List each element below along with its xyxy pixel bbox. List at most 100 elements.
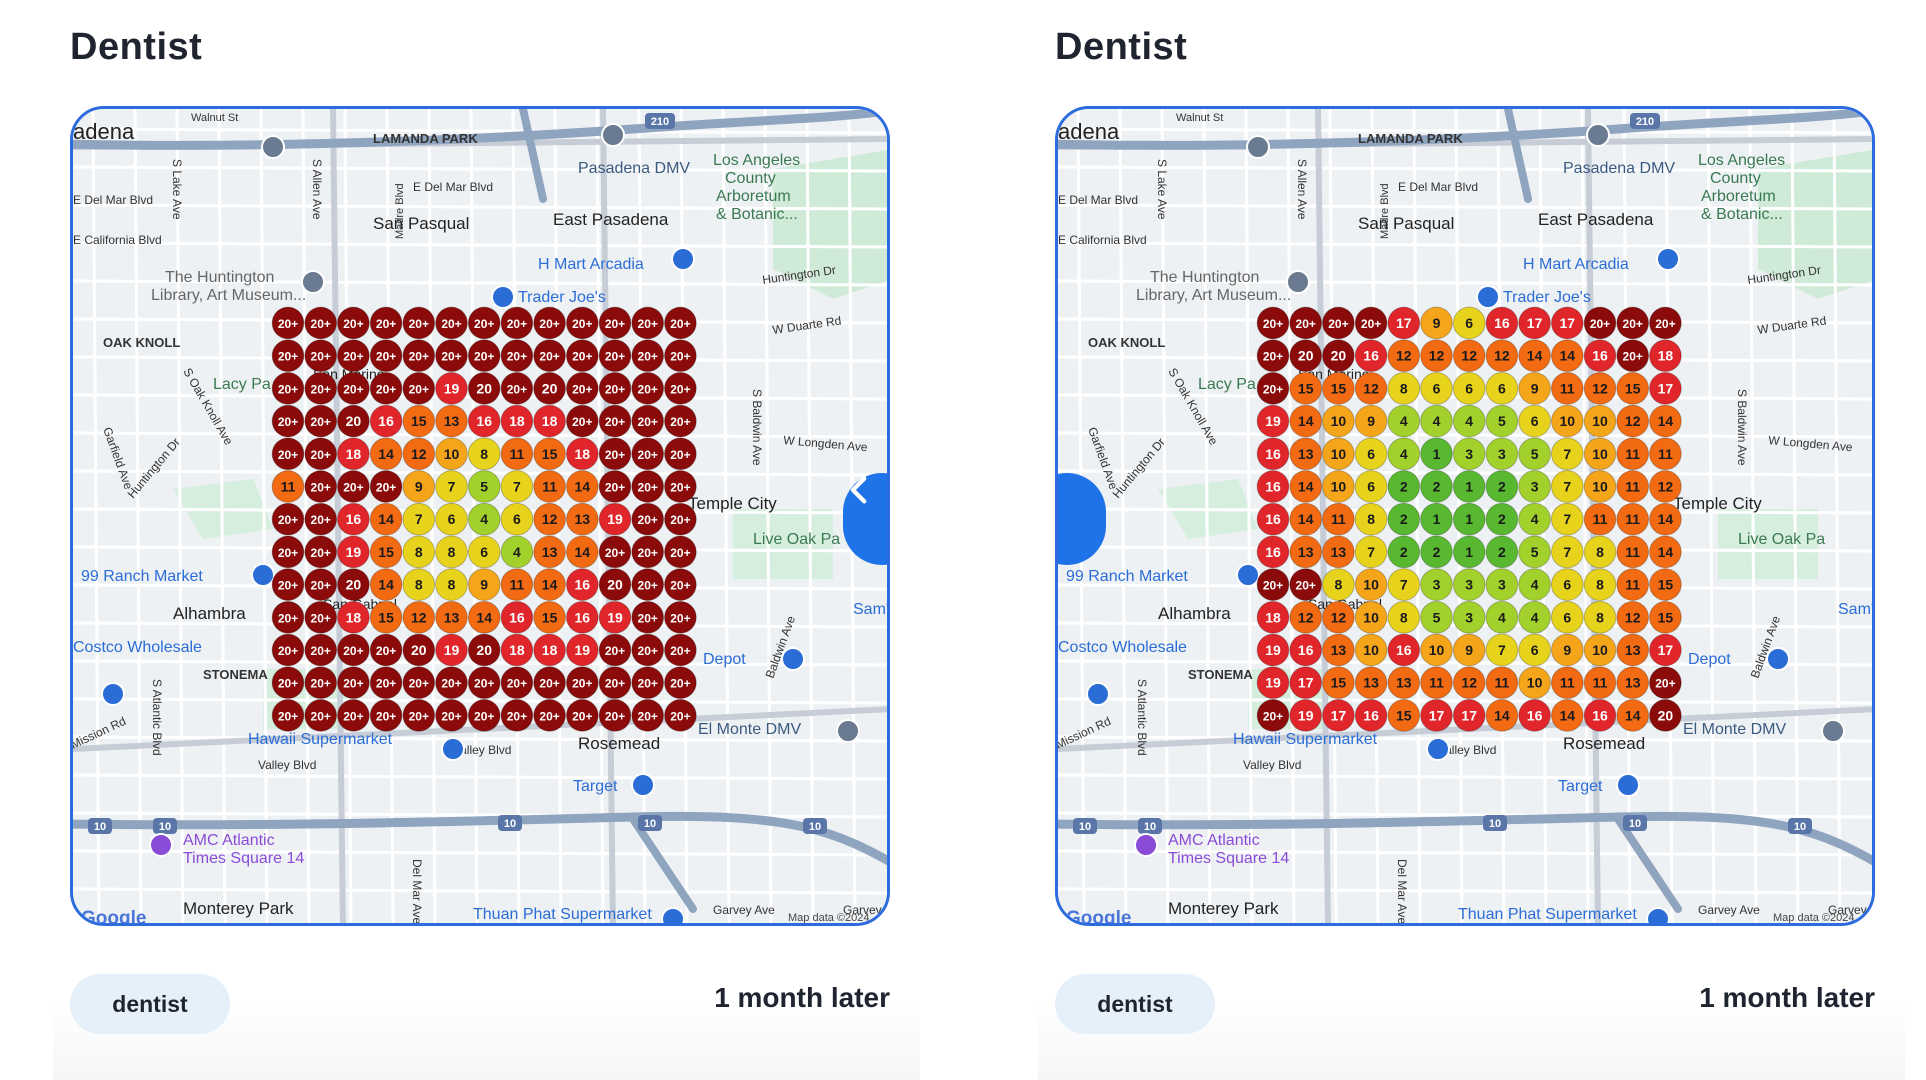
rank-pin-label: 4 <box>1400 413 1408 429</box>
rank-pin: 15 <box>369 600 403 634</box>
rank-pin-circle <box>500 470 534 503</box>
rank-pin-label: 14 <box>1298 413 1314 429</box>
rank-pin-label: 20+ <box>278 382 298 396</box>
keyword-chip[interactable]: dentist <box>1055 974 1215 1034</box>
rank-pin-circle <box>1289 633 1323 667</box>
rank-pin-circle <box>1256 699 1290 732</box>
rank-pin-label: 20+ <box>638 317 658 331</box>
rank-pin-circle <box>664 437 697 471</box>
rank-pin-circle <box>1649 339 1682 373</box>
rank-pin-label: 3 <box>1498 446 1506 462</box>
rank-pin-label: 20+ <box>376 382 396 396</box>
rank-pin-circle <box>1649 502 1682 536</box>
rank-pin: 20+ <box>664 600 697 634</box>
rank-pin-circle <box>467 404 501 438</box>
rank-pin-label: 11 <box>1429 675 1444 691</box>
map-label: Live Oak Pa <box>753 531 840 548</box>
map-label: Hawaii Supermarket <box>248 731 393 748</box>
rank-pin-label: 20+ <box>1263 709 1283 723</box>
keyword-chip[interactable]: dentist <box>70 974 230 1034</box>
rank-pin-circle <box>402 306 436 340</box>
rank-pin-label: 20+ <box>311 350 331 364</box>
rank-pin: 14 <box>1550 339 1584 373</box>
rank-pin-label: 20+ <box>278 513 298 527</box>
rank-pin: 6 <box>1550 568 1584 601</box>
rank-pin-label: 20+ <box>670 579 690 593</box>
rank-pin-circle <box>664 372 697 405</box>
rank-pin: 20+ <box>271 502 305 536</box>
rank-pin: 7 <box>1387 568 1421 601</box>
rank-pin-circle <box>304 339 338 373</box>
rank-pin-circle <box>598 404 632 438</box>
collapse-toggle-button[interactable] <box>843 473 887 565</box>
rank-pin-circle <box>1518 502 1551 536</box>
rank-pin-circle <box>1485 699 1519 732</box>
route-shield <box>1073 818 1097 834</box>
rank-pin: 20 <box>533 372 566 405</box>
rank-pin-circle <box>337 666 370 700</box>
rank-pin-circle <box>1289 502 1323 536</box>
rank-pin: 14 <box>1289 470 1323 503</box>
rank-pin: 10 <box>1354 633 1388 667</box>
rank-pin: 15 <box>1322 666 1355 700</box>
rank-pin-label: 7 <box>513 479 521 495</box>
map-view[interactable]: 10 10 10 10 10 210 Walnut St adena LAMANDA PARK P… <box>1055 106 1875 926</box>
rank-pin: 2 <box>1485 470 1519 503</box>
rank-pin-circle <box>1485 306 1519 340</box>
rank-pin-label: 11 <box>1560 675 1575 691</box>
map-label: H Mart Arcadia <box>538 256 644 273</box>
rank-pin-label: 8 <box>1367 511 1375 527</box>
rank-pin-label: 15 <box>1331 675 1347 691</box>
route-label: 10 <box>159 821 171 833</box>
map-label: El Monte DMV <box>1683 721 1786 738</box>
rank-pin: 12 <box>1616 600 1650 634</box>
map-view[interactable]: 10 10 10 10 10 210 Walnut St adena LAMANDA PARK P… <box>70 106 890 926</box>
rank-pin-label: 11 <box>1658 446 1673 462</box>
rank-pin-circle <box>1616 568 1650 601</box>
rank-pin: 6 <box>1354 470 1388 503</box>
rank-pin-circle <box>631 470 665 503</box>
rank-pin-label: 11 <box>1625 446 1640 462</box>
map-label: Library, Art Museum... <box>1136 287 1291 304</box>
rank-pin-circle <box>1649 535 1682 569</box>
rank-pin-circle <box>435 633 468 667</box>
rank-pin-circle <box>1616 502 1650 536</box>
rank-pin-label: 4 <box>480 511 488 527</box>
rank-pin-circle <box>1354 437 1388 471</box>
rank-pin-label: 20+ <box>409 350 429 364</box>
rank-pin: 20+ <box>402 666 436 700</box>
street <box>73 203 887 211</box>
rank-pin-label: 20+ <box>670 513 690 527</box>
rank-pin-label: 20+ <box>376 350 396 364</box>
rank-pin: 18 <box>1649 339 1682 373</box>
rank-pin-circle <box>1256 470 1290 503</box>
rank-pin-label: 20+ <box>278 611 298 625</box>
rank-pin-label: 19 <box>1298 707 1314 723</box>
rank-pin: 17 <box>1649 372 1682 405</box>
rank-pin: 20+ <box>271 699 305 732</box>
street <box>259 109 269 923</box>
rank-pin-circle <box>1256 666 1290 700</box>
rank-pin-circle <box>664 339 697 373</box>
rank-pin-circle <box>565 339 599 373</box>
rank-pin-circle <box>1289 404 1323 438</box>
rank-pin-circle <box>565 470 599 503</box>
rank-pin: 5 <box>1420 600 1453 634</box>
map-label: Trader Joe's <box>518 289 606 306</box>
rank-pin-circle <box>631 404 665 438</box>
rank-pin-label: 4 <box>1531 577 1539 593</box>
rank-pin-label: 5 <box>1498 413 1506 429</box>
rank-pin-circle <box>1649 404 1682 438</box>
rank-pin: 20+ <box>1289 306 1323 340</box>
rank-pin: 15 <box>533 437 566 471</box>
period-label: 1 month later <box>714 982 890 1013</box>
rank-pin: 8 <box>435 535 468 569</box>
street <box>73 735 887 743</box>
rank-pin-circle <box>598 633 632 667</box>
rank-pin-circle <box>1289 699 1323 732</box>
rank-pin-label: 3 <box>1465 609 1473 625</box>
rank-pin-circle <box>1289 306 1323 340</box>
expand-toggle-button[interactable] <box>1058 473 1106 565</box>
rank-pin-label: 20+ <box>605 709 625 723</box>
rank-pin-circle <box>1518 699 1551 732</box>
